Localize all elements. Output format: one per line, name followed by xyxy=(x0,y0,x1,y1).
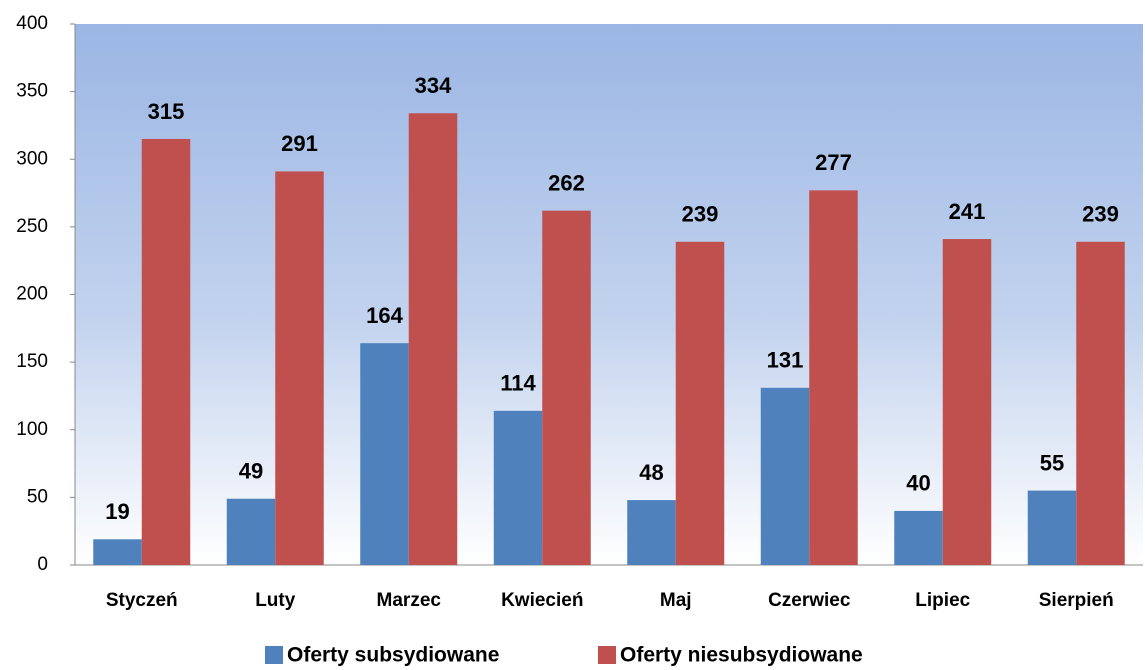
data-label: 40 xyxy=(906,471,930,496)
bar xyxy=(894,510,943,565)
data-label: 55 xyxy=(1040,450,1064,475)
data-label: 131 xyxy=(767,348,804,373)
data-label: 49 xyxy=(239,459,263,484)
data-label: 291 xyxy=(281,131,318,156)
bar xyxy=(1076,241,1125,565)
bar xyxy=(141,138,191,565)
legend-label: Oferty niesubsydiowane xyxy=(620,644,863,667)
x-tick-label: Luty xyxy=(255,590,296,611)
x-tick-label: Maj xyxy=(660,590,692,611)
data-label: 241 xyxy=(949,199,986,224)
x-tick-label: Kwiecień xyxy=(501,590,583,611)
y-tick-label: 200 xyxy=(16,284,48,305)
bar xyxy=(408,113,458,565)
y-tick-label: 0 xyxy=(37,554,48,575)
y-tick-label: 100 xyxy=(16,419,48,440)
data-label: 315 xyxy=(148,99,185,124)
y-tick-label: 150 xyxy=(16,351,48,372)
bar xyxy=(93,539,142,565)
y-tick-label: 250 xyxy=(16,216,48,237)
bar xyxy=(275,171,324,566)
bar xyxy=(760,387,810,565)
data-label: 239 xyxy=(682,202,719,227)
data-label: 277 xyxy=(815,150,852,175)
x-tick-label: Lipiec xyxy=(915,590,970,611)
bar xyxy=(1027,490,1077,565)
y-tick-label: 50 xyxy=(27,486,48,507)
data-label: 334 xyxy=(415,73,452,98)
legend-swatch xyxy=(598,646,616,664)
data-label: 262 xyxy=(548,170,585,195)
legend-swatch xyxy=(265,646,283,664)
data-label: 164 xyxy=(366,303,403,328)
x-tick-label: Sierpień xyxy=(1039,590,1114,611)
x-tick-label: Marzec xyxy=(377,590,442,611)
x-tick-label: Czerwiec xyxy=(768,590,851,611)
data-label: 48 xyxy=(639,460,663,485)
y-tick-label: 400 xyxy=(16,13,48,34)
legend-label: Oferty subsydiowane xyxy=(287,644,499,667)
bar xyxy=(627,500,676,565)
x-tick-label: Styczeń xyxy=(106,590,178,611)
bar xyxy=(226,498,276,565)
bar xyxy=(493,410,543,565)
bar xyxy=(360,343,409,565)
data-label: 19 xyxy=(105,499,129,524)
bar xyxy=(542,210,591,565)
y-tick-label: 350 xyxy=(16,81,48,102)
data-label: 239 xyxy=(1082,202,1119,227)
bar xyxy=(942,239,992,566)
data-label: 114 xyxy=(500,371,536,396)
bar xyxy=(809,190,858,566)
y-tick-label: 300 xyxy=(16,148,48,169)
bar xyxy=(675,241,725,565)
